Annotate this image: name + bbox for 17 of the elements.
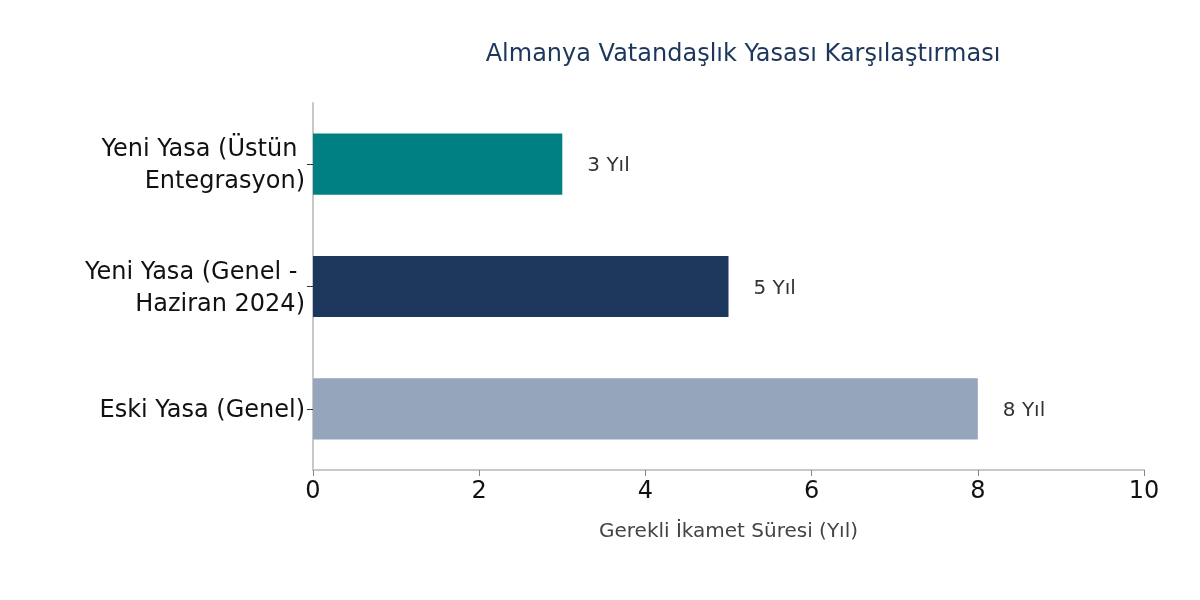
data-label: 8 Yıl: [1002, 396, 1046, 421]
x-tick-label: 10: [1128, 476, 1160, 504]
x-tick-label: 4: [637, 476, 654, 504]
x-tick-label: 6: [803, 476, 820, 504]
data-label: 5 Yıl: [753, 274, 796, 299]
y-tick-label: Yeni Yasa (Üstün Entegrasyon): [100, 133, 305, 195]
x-axis-title: Gerekli İkamet Süresi (Yıl): [598, 518, 859, 542]
bar: [313, 255, 729, 318]
x-tick-label: 0: [305, 476, 321, 504]
y-tick-label: Yeni Yasa (Genel - Haziran 2024): [84, 256, 305, 317]
y-tick-label: Eski Yasa (Genel): [99, 394, 305, 423]
bar: [313, 378, 978, 440]
chart-title: Almanya Vatandaşlık Yasası Karşılaştırması: [485, 39, 1001, 67]
x-tick-label: 8: [970, 476, 986, 504]
data-label: 3 Yıl: [587, 152, 630, 177]
bar: [313, 133, 563, 195]
x-tick-label: 2: [471, 476, 487, 504]
